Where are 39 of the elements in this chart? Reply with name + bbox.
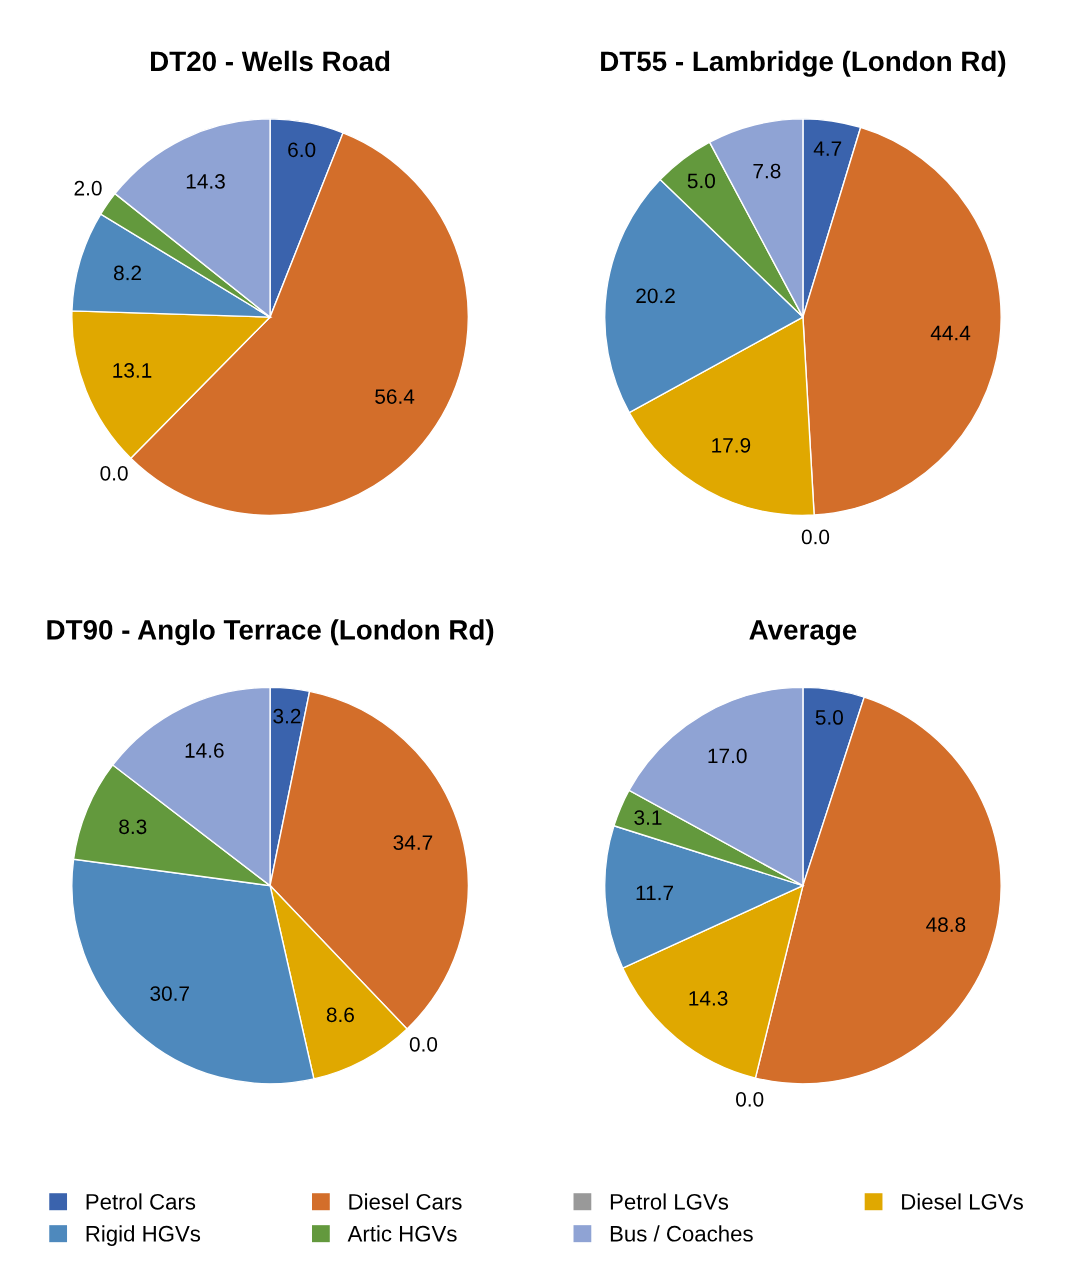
data-label: 34.7 xyxy=(393,835,433,850)
text: 0.0 xyxy=(736,1091,764,1107)
chart-title: DT20 - Wells Road xyxy=(151,50,390,72)
chart-title: Average xyxy=(749,620,857,646)
data-label: 17.9 xyxy=(712,438,751,453)
text: 0.0 xyxy=(100,465,128,481)
legend-label: Artic HGVs xyxy=(347,1225,457,1242)
chart-title: DT55 - Lambridge (London Rd) xyxy=(601,50,1006,77)
legend-label: Diesel LGVs xyxy=(902,1193,1023,1210)
data-label: 30.7 xyxy=(150,986,189,1001)
data-label: 20.2 xyxy=(636,288,675,304)
data-label: 8.6 xyxy=(326,1007,354,1023)
data-label: 13.1 xyxy=(113,363,152,378)
text: 0.0 xyxy=(409,1036,438,1052)
data-label: 14.3 xyxy=(186,174,225,189)
data-label: 8.2 xyxy=(113,265,141,281)
legend-label: Diesel Cars xyxy=(349,1193,462,1210)
legend-label: Rigid HGVs xyxy=(86,1225,201,1246)
data-label: 17.0 xyxy=(708,748,747,764)
data-label: 5.0 xyxy=(687,173,715,189)
data-label: 48.8 xyxy=(926,917,966,933)
data-label: 3.2 xyxy=(273,708,301,724)
data-label: 56.4 xyxy=(375,389,415,404)
legend-label: Petrol LGVs xyxy=(610,1193,729,1210)
data-label: 8.3 xyxy=(119,819,147,835)
data-label: 14.3 xyxy=(689,990,728,1006)
data-label: 5.0 xyxy=(815,710,843,725)
text: 0.0 xyxy=(801,529,830,545)
chart-title: DT90 - Anglo Terrace (London Rd) xyxy=(47,619,494,646)
legend-label: Bus / Coaches xyxy=(610,1225,753,1242)
data-label: 4.7 xyxy=(813,141,842,156)
data-label: 14.6 xyxy=(185,743,224,758)
data-label: 2.0 xyxy=(74,180,102,196)
data-label: 11.7 xyxy=(636,885,673,901)
legend-label: Petrol Cars xyxy=(86,1193,196,1210)
data-label: 6.0 xyxy=(288,142,316,158)
data-label: 7.8 xyxy=(753,163,781,179)
data-label: 44.4 xyxy=(930,325,971,341)
data-label: 3.1 xyxy=(634,810,662,825)
